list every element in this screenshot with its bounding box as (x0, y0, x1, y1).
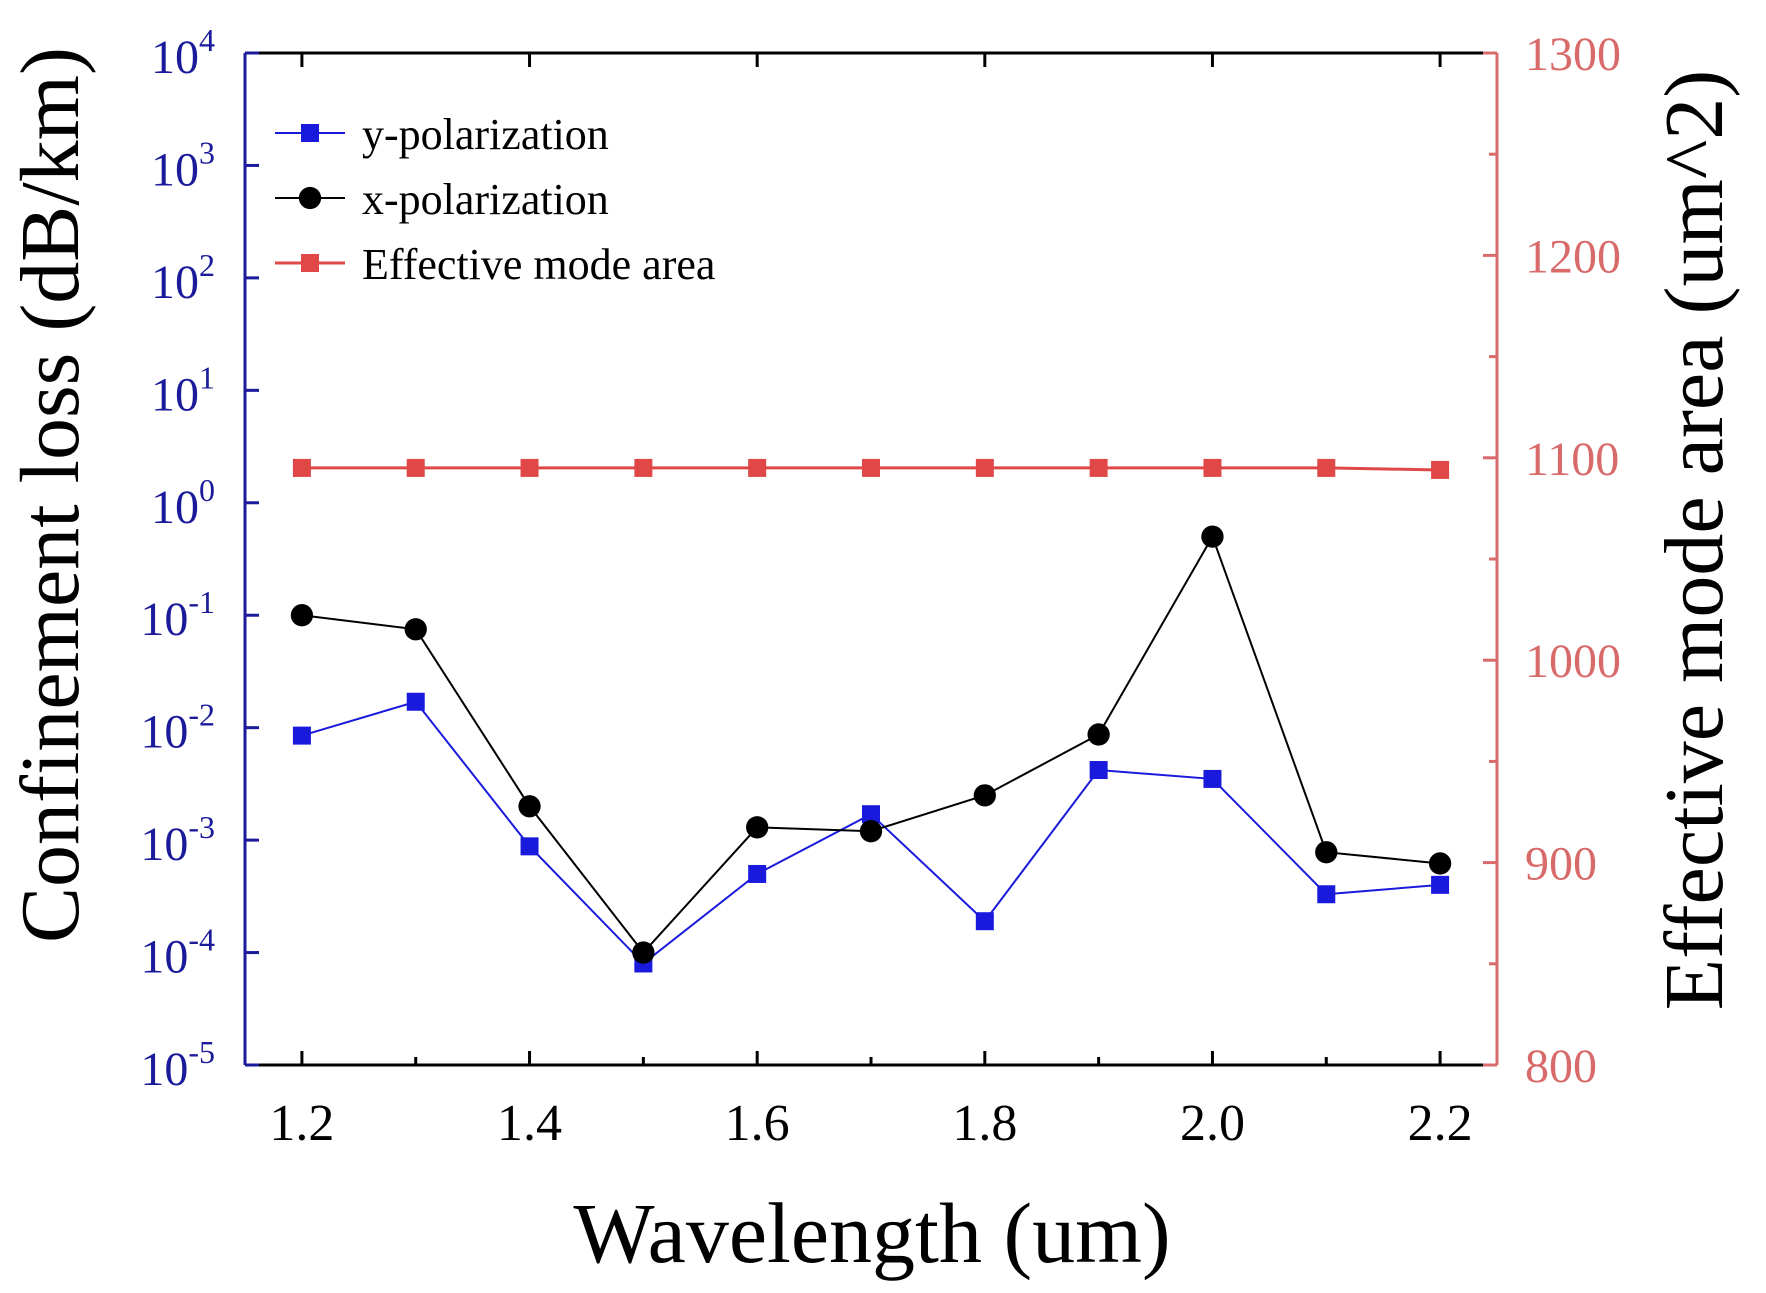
x-tick-label: 1.4 (497, 1095, 562, 1152)
x-axis-title: Wavelength (um) (573, 1185, 1170, 1281)
left-y-axis-title: Confinement loss (dB/km) (4, 47, 97, 943)
series-0-point (975, 912, 994, 931)
series-1-point (859, 820, 883, 843)
legend-marker (298, 186, 322, 210)
left-y-tick-base: 10 (140, 931, 188, 984)
left-y-tick-base: 10 (140, 593, 188, 646)
legend-label: Effective mode area (362, 240, 715, 289)
left-y-tick-label: 102 (151, 247, 215, 309)
series-0-point (520, 837, 539, 856)
left-y-tick-base: 10 (151, 31, 199, 84)
series-0-point (1317, 885, 1336, 904)
series-2-point (292, 458, 311, 477)
left-y-tick-exponent: -3 (188, 809, 215, 845)
series-2-point (520, 458, 539, 477)
left-y-tick-exponent: -2 (188, 697, 215, 733)
series-1-point (1428, 852, 1452, 875)
left-y-tick-base: 10 (151, 143, 199, 196)
legend-label: y-polarization (362, 110, 609, 159)
series-2-point (406, 458, 425, 477)
series-2-point (862, 458, 880, 477)
series-2-point (1317, 458, 1336, 477)
series-0-point (1203, 769, 1222, 788)
series-2-point (1431, 460, 1450, 479)
series-2-point (975, 458, 994, 477)
series-2-point (1203, 458, 1222, 477)
left-y-tick-label: 101 (151, 359, 215, 421)
left-y-tick-label: 103 (151, 134, 215, 196)
series-0-point (748, 864, 767, 883)
series-1-point (746, 816, 769, 839)
right-y-tick-label: 1300 (1525, 28, 1621, 81)
right-y-tick-label: 1200 (1525, 230, 1621, 283)
series-1-point (1087, 723, 1110, 746)
x-tick-label: 2.0 (1180, 1095, 1245, 1152)
left-y-tick-label: 100 (151, 472, 215, 534)
legend-label: x-polarization (362, 175, 609, 224)
right-y-tick-label: 1100 (1525, 433, 1619, 486)
left-y-tick-base: 10 (140, 706, 188, 759)
left-y-tick-base: 10 (151, 368, 199, 421)
plot-area: 1.2 1.4 1.6 1.8 2.0 2.210-510-410-310-210-110… (140, 22, 1621, 1152)
series-1-point (404, 618, 427, 641)
x-tick-label: 1.2 (269, 1095, 334, 1152)
series-1-point (290, 604, 314, 627)
series-2-point (1089, 458, 1108, 477)
left-y-tick-exponent: 4 (199, 22, 215, 58)
left-y-tick-base: 10 (151, 256, 199, 309)
series-1-point (518, 795, 541, 818)
left-y-tick-label: 10-3 (140, 809, 215, 871)
x-tick-label: 2.2 (1408, 1095, 1473, 1152)
right-y-tick-label: 1000 (1525, 635, 1621, 688)
left-y-tick-exponent: -4 (188, 922, 215, 958)
right-y-tick-label: 800 (1525, 1040, 1597, 1093)
series-1-point (973, 784, 996, 807)
x-tick-label: 1.8 (952, 1095, 1017, 1152)
left-y-tick-exponent: 1 (199, 359, 215, 395)
series-1-point (1315, 841, 1338, 864)
left-y-tick-exponent: 2 (199, 247, 215, 283)
left-y-tick-label: 10-5 (140, 1034, 215, 1096)
left-y-tick-label: 10-4 (140, 922, 215, 984)
right-y-tick-label: 900 (1525, 838, 1597, 891)
series-0-point (862, 805, 880, 824)
left-y-tick-label: 10-1 (140, 584, 215, 646)
left-y-tick-exponent: -1 (188, 584, 215, 620)
left-y-tick-exponent: 3 (199, 134, 215, 170)
series-0-point (1089, 761, 1108, 780)
series-0-point (406, 692, 425, 711)
series-1-point (1201, 525, 1224, 548)
series-0-point (292, 726, 311, 745)
series-2-point (748, 458, 767, 477)
legend-marker (301, 124, 319, 142)
left-y-tick-base: 10 (151, 481, 199, 534)
left-y-tick-base: 10 (140, 818, 188, 871)
series-2-point (634, 458, 653, 477)
legend-marker (301, 254, 319, 272)
series-0-point (1431, 875, 1450, 894)
left-y-tick-label: 104 (151, 22, 215, 84)
x-tick-label: 1.6 (725, 1095, 790, 1152)
left-y-tick-exponent: -5 (188, 1034, 215, 1070)
left-y-tick-label: 10-2 (140, 697, 215, 759)
series-1-point (632, 941, 655, 964)
right-y-axis-title: Effective mode area (um^2) (1648, 70, 1741, 1010)
left-y-tick-exponent: 0 (199, 472, 215, 508)
left-y-tick-base: 10 (140, 1043, 188, 1096)
